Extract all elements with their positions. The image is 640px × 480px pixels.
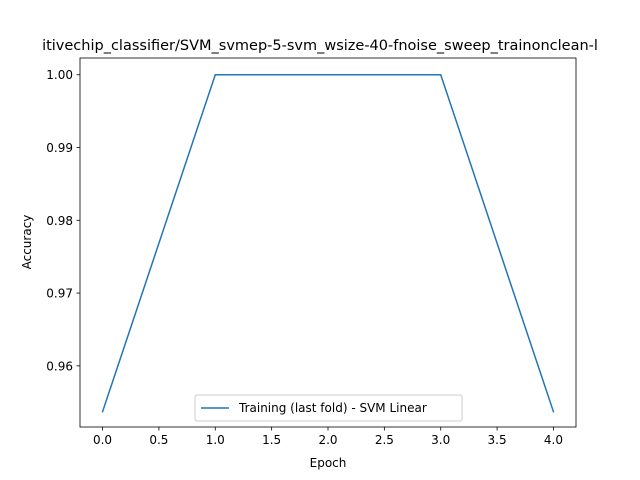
x-tick-label: 0.5 bbox=[149, 433, 168, 447]
data-point bbox=[213, 72, 218, 77]
legend-entry-training-svm-linear: Training (last fold) - SVM Linear bbox=[238, 401, 427, 415]
y-tick-label: 0.98 bbox=[46, 214, 73, 228]
data-point bbox=[551, 409, 556, 414]
y-tick-label: 0.96 bbox=[46, 359, 73, 373]
x-tick-label: 2.0 bbox=[318, 433, 337, 447]
data-point bbox=[326, 72, 331, 77]
x-tick-label: 1.0 bbox=[206, 433, 225, 447]
x-axis-label: Epoch bbox=[310, 456, 347, 470]
y-tick-label: 0.99 bbox=[46, 141, 73, 155]
x-tick-label: 4.0 bbox=[544, 433, 563, 447]
series-line-training-svm-linear bbox=[101, 73, 555, 413]
legend-box bbox=[194, 394, 463, 422]
x-tick-label: 2.5 bbox=[375, 433, 394, 447]
chart-title: itivechip_classifier/SVM_svmep-5-svm_wsi… bbox=[42, 38, 598, 54]
legend: Training (last fold) - SVM Linear bbox=[194, 394, 463, 422]
data-point bbox=[438, 72, 443, 77]
y-axis-label: Accuracy bbox=[20, 215, 34, 270]
y-axis: 0.96 0.97 0.98 0.99 1.00 bbox=[46, 68, 80, 373]
x-tick-label: 0.0 bbox=[93, 433, 112, 447]
x-axis: 0.0 0.5 1.0 1.5 2.0 2.5 3.0 3.5 4.0 bbox=[93, 427, 563, 447]
x-tick-label: 3.5 bbox=[488, 433, 507, 447]
x-tick-label: 3.0 bbox=[431, 433, 450, 447]
x-tick-label: 1.5 bbox=[262, 433, 281, 447]
y-tick-label: 0.97 bbox=[46, 287, 73, 301]
data-point bbox=[100, 409, 105, 414]
y-tick-label: 1.00 bbox=[46, 68, 73, 82]
